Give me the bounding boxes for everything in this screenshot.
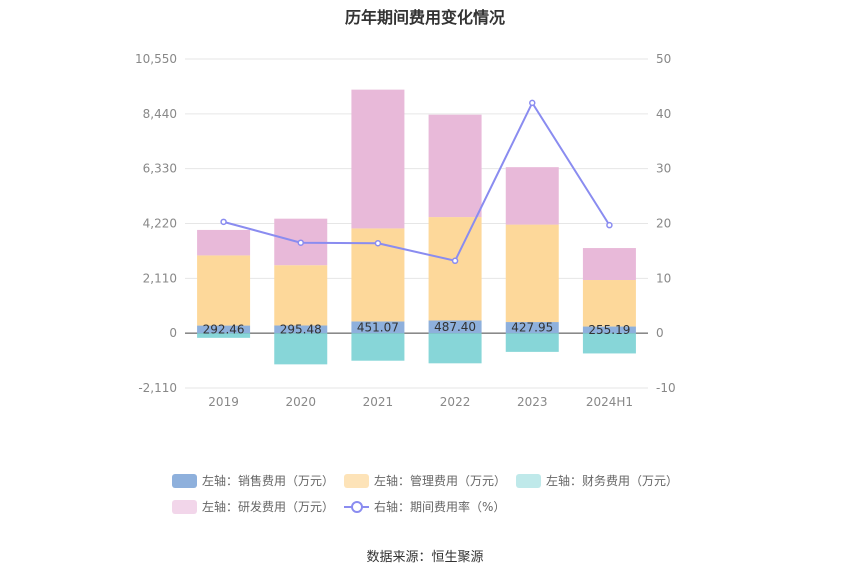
legend-label-rate: 右轴：期间费用率（%） [374, 500, 506, 514]
bar-finance [197, 333, 251, 338]
bar-finance [428, 333, 482, 364]
rate-point [606, 221, 613, 229]
right-tick-label: 0 [656, 326, 664, 340]
left-tick-label: 8,440 [143, 107, 177, 121]
x-tick-label: 2019 [208, 395, 239, 409]
right-tick-label: 10 [656, 271, 671, 285]
bar-rnd [505, 167, 559, 225]
bar-rnd [197, 229, 251, 256]
bar-finance [274, 333, 328, 365]
legend-swatch-rnd [172, 499, 197, 514]
rate-point [451, 257, 459, 265]
x-tick-label: 2022 [440, 395, 471, 409]
rate-point [374, 239, 382, 247]
bar-sales [351, 321, 405, 334]
left-tick-label: 10,550 [135, 52, 177, 66]
bar-finance [582, 333, 636, 354]
data-source: 数据来源：恒生聚源 [366, 550, 484, 565]
rate-point [529, 99, 536, 107]
legend-item-rnd[interactable]: 左轴：研发费用（万元） [172, 498, 334, 515]
x-tick-label: 2021 [363, 395, 394, 409]
x-tick-label: 2024H1 [586, 395, 633, 409]
right-tick-label: 30 [656, 162, 671, 176]
bar-finance [351, 333, 405, 361]
right-tick-label: -10 [656, 381, 676, 395]
bar-admin [197, 255, 251, 326]
legend-label-admin: 左轴：管理费用（万元） [374, 474, 507, 488]
sales-data-label: 255.19 [588, 323, 630, 337]
left-tick-label: 4,220 [143, 217, 177, 231]
left-tick-label: 0 [169, 326, 177, 340]
bar-admin [274, 265, 328, 326]
x-tick-label: 2023 [517, 395, 548, 409]
left-tick-label: -2,110 [138, 381, 177, 395]
legend-item-finance[interactable]: 左轴：财务费用（万元） [516, 472, 678, 489]
bar-admin [428, 217, 482, 321]
legend-label-sales: 左轴：销售费用（万元） [202, 474, 335, 488]
bar-rnd [351, 89, 405, 229]
bar-sales [505, 322, 559, 334]
legend-label-finance: 左轴：财务费用（万元） [546, 474, 679, 488]
bar-sales [274, 325, 328, 334]
chart-title: 历年期间费用变化情况 [344, 8, 505, 27]
sales-data-label: 292.46 [203, 322, 245, 336]
rate-line [223, 100, 611, 262]
right-tick-label: 20 [656, 217, 671, 231]
bar-admin [505, 224, 559, 323]
sales-data-label: 451.07 [357, 320, 399, 334]
bar-sales [428, 320, 482, 334]
sales-data-label: 487.40 [434, 320, 476, 334]
legend-swatch-finance [516, 473, 541, 488]
bar-admin [582, 280, 636, 327]
legend-item-sales[interactable]: 左轴：销售费用（万元） [172, 472, 334, 489]
sales-data-label: 427.95 [511, 321, 553, 335]
right-tick-label: 40 [656, 107, 671, 121]
bar-rnd [428, 114, 482, 218]
legend-swatch-rate [344, 500, 369, 514]
left-tick-label: 2,110 [143, 271, 177, 285]
legend-swatch-sales [172, 473, 197, 488]
rate-point [297, 239, 304, 246]
rate-point [220, 218, 227, 226]
legend-swatch-admin [344, 473, 369, 488]
bar-sales [197, 325, 251, 334]
legend-label-rnd: 左轴：研发费用（万元） [202, 500, 335, 514]
legend-item-rate[interactable]: 右轴：期间费用率（%） [344, 498, 505, 515]
bar-finance [505, 333, 559, 352]
sales-data-label: 295.48 [280, 322, 322, 336]
left-tick-label: 6,330 [143, 162, 177, 176]
right-tick-label: 50 [656, 52, 671, 66]
x-tick-label: 2020 [285, 395, 316, 409]
legend-item-admin[interactable]: 左轴：管理费用（万元） [344, 472, 506, 489]
bar-rnd [582, 248, 636, 281]
bar-sales [582, 326, 636, 334]
